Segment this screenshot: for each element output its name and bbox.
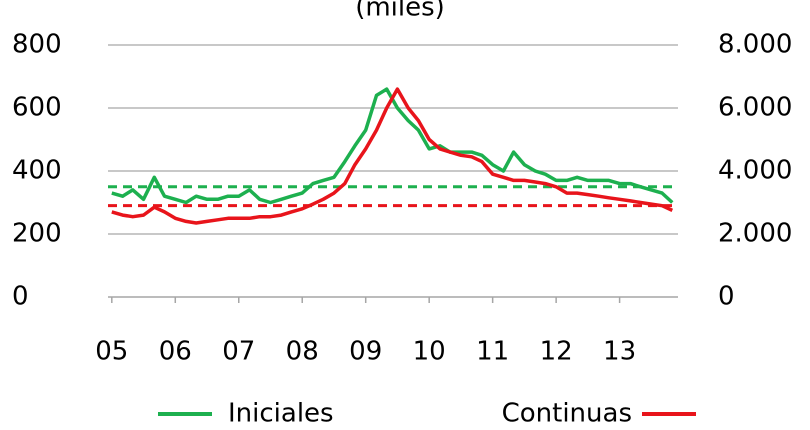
y2-tick-label: 4.000 — [718, 156, 792, 186]
y-tick-label: 600 — [12, 93, 62, 123]
y-tick-label: 400 — [12, 156, 62, 186]
x-tick-label: 11 — [476, 337, 509, 367]
x-tick-label: 07 — [222, 337, 255, 367]
x-tick-label: 08 — [286, 337, 319, 367]
x-tick-label: 10 — [413, 337, 446, 367]
series-line — [111, 87, 674, 225]
x-tick-label: 06 — [159, 337, 192, 367]
x-tick-label: 12 — [540, 337, 573, 367]
y-tick-label: 200 — [12, 219, 62, 249]
y-tick-label: 0 — [12, 282, 29, 312]
y2-tick-label: 2.000 — [718, 219, 792, 249]
y-tick-label: 800 — [12, 30, 62, 60]
legend-label: Iniciales — [228, 399, 334, 429]
x-tick-label: 09 — [349, 337, 382, 367]
chart-title: (miles) — [355, 0, 445, 23]
y2-tick-label: 6.000 — [718, 93, 792, 123]
x-tick-label: 13 — [603, 337, 636, 367]
x-tick-label: 05 — [95, 337, 128, 367]
y2-tick-label: 8.000 — [718, 30, 792, 60]
y2-tick-label: 0 — [718, 282, 735, 312]
legend-label: Continuas — [502, 399, 632, 429]
